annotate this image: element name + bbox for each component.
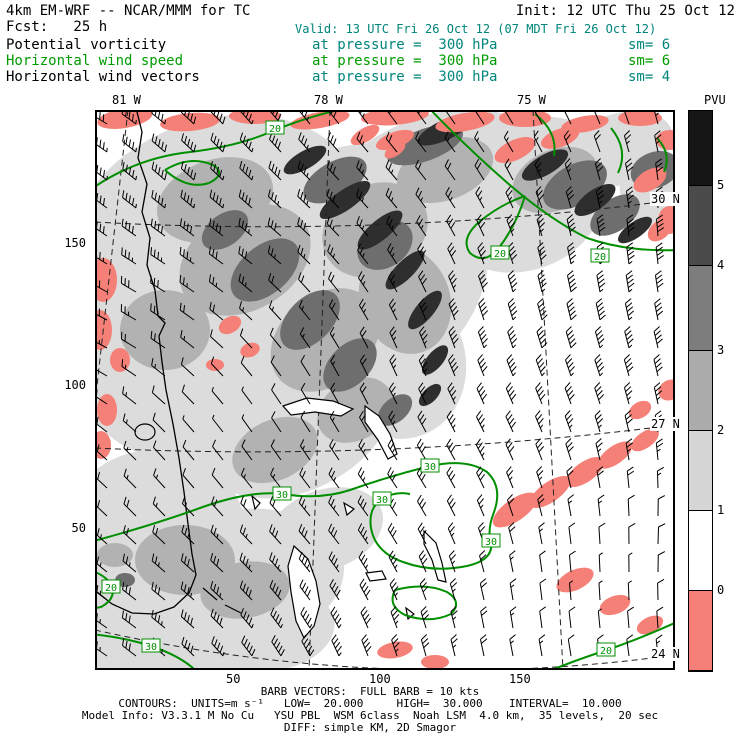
svg-text:20: 20 (105, 583, 117, 594)
svg-text:30: 30 (376, 495, 388, 506)
diff-info: DIFF: simple KM, 2D Smagor (283, 721, 457, 734)
field-windspeed-name: Horizontal wind speed (6, 53, 184, 69)
colorbar-tick: 4 (717, 258, 725, 272)
axis-label-bottom: 100 (369, 672, 391, 686)
colorbar-segment (689, 111, 712, 186)
colorbar-tick: 1 (717, 503, 725, 517)
svg-text:30: 30 (424, 462, 436, 473)
contour-labels-layer: 20 20 20 30 30 30 30 20 30 20 (101, 120, 616, 657)
axis-label-top: 75 W (517, 93, 546, 107)
colorbar-tick: 5 (717, 178, 725, 192)
axis-label-right: 30 N (650, 192, 681, 206)
svg-text:30: 30 (276, 490, 288, 501)
axis-label-left: 100 (64, 378, 86, 392)
barb-legend: BARB VECTORS: FULL BARB = 10 kts (260, 685, 480, 698)
axis-label-left: 50 (71, 521, 86, 535)
svg-text:20: 20 (594, 252, 606, 263)
plot-title: 4km EM-WRF -- NCAR/MMM for TC (6, 3, 251, 19)
contour-label: 20 (596, 642, 616, 657)
svg-text:20: 20 (269, 124, 281, 135)
field-pv-level: at pressure = 300 hPa (312, 37, 498, 53)
axis-label-top: 78 W (314, 93, 343, 107)
svg-text:30: 30 (145, 642, 157, 653)
init-time: Init: 12 UTC Thu 25 Oct 12 (515, 3, 735, 19)
contour-label: 30 (272, 486, 292, 501)
axis-label-right: 24 N (650, 647, 681, 661)
wind-speed-contours-layer (95, 110, 675, 670)
colorbar-title: PVU (704, 93, 726, 107)
forecast-hour: Fcst: 25 h (6, 19, 108, 35)
colorbar-segment (689, 351, 712, 431)
colorbar-segment (689, 186, 712, 266)
axis-label-top: 81 W (112, 93, 141, 107)
valid-time: Valid: 13 UTC Fri 26 Oct 12 (07 MDT Fri … (295, 22, 657, 36)
colorbar-segment (689, 266, 712, 351)
colorbar-tick: 0 (717, 583, 725, 597)
field-windspeed-level: at pressure = 300 hPa (312, 53, 498, 69)
contour-label: 20 (590, 248, 610, 263)
field-windvectors-smoothing: sm= 4 (628, 69, 671, 85)
model-info: Model Info: V3.3.1 M No Cu YSU PBL WSM 6… (81, 709, 659, 722)
axis-label-bottom: 50 (226, 672, 241, 686)
svg-text:20: 20 (494, 249, 506, 260)
field-pv-name: Potential vorticity (6, 37, 167, 53)
contour-label: 30 (481, 533, 501, 548)
field-windspeed-smoothing: sm= 6 (628, 53, 671, 69)
contour-label: 20 (490, 245, 510, 260)
svg-text:20: 20 (600, 646, 612, 657)
map-canvas: 20 20 20 30 30 30 30 20 30 20 (95, 110, 675, 670)
field-pv-smoothing: sm= 6 (628, 37, 671, 53)
colorbar-segment (689, 431, 712, 511)
field-windvectors-name: Horizontal wind vectors (6, 69, 200, 85)
contour-label: 30 (420, 458, 440, 473)
axis-label-bottom: 150 (509, 672, 531, 686)
field-windvectors-level: at pressure = 300 hPa (312, 69, 498, 85)
axis-label-left: 150 (64, 236, 86, 250)
colorbar-segment (689, 511, 712, 591)
contour-label: 30 (372, 491, 392, 506)
colorbar-segment (689, 591, 712, 671)
contour-label: 30 (141, 638, 161, 653)
contour-label: 20 (101, 579, 121, 594)
contour-legend: CONTOURS: UNITS=m s⁻¹ LOW= 20.000 HIGH= … (118, 697, 622, 710)
axis-label-right: 27 N (650, 417, 681, 431)
svg-text:30: 30 (485, 537, 497, 548)
colorbar-tick: 2 (717, 423, 725, 437)
wind-barbs-layer (95, 110, 666, 657)
colorbar (688, 110, 713, 672)
colorbar-tick: 3 (717, 343, 725, 357)
map-frame (95, 110, 675, 670)
contour-label: 20 (265, 120, 285, 135)
